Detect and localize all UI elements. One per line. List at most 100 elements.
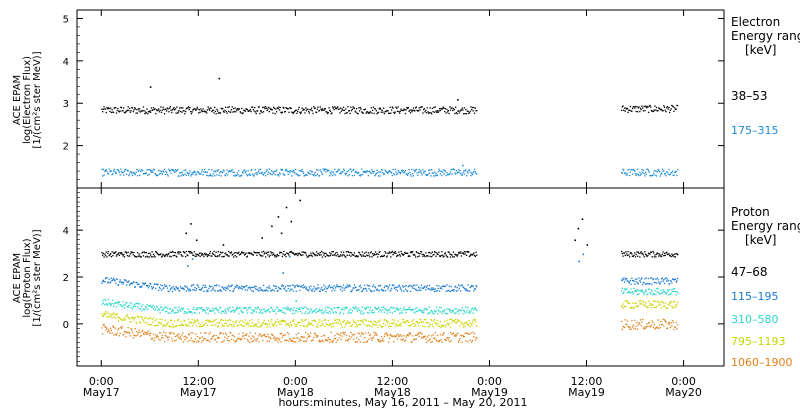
proton-point [635,302,637,304]
proton-point [170,332,172,334]
proton-point [354,286,356,289]
proton-point [673,279,675,281]
proton-point [177,318,179,321]
proton-point [393,287,396,289]
proton-point [148,285,150,287]
proton-point [252,309,254,312]
proton-point [252,290,254,293]
electron-point [672,106,674,108]
electron-point [153,169,155,171]
proton-point [327,337,329,339]
proton-point [115,251,117,253]
proton-point [656,291,658,293]
proton-point [361,319,363,322]
proton-point [205,253,207,255]
proton-point [219,289,221,292]
proton-point [257,252,259,254]
electron-point [347,175,349,177]
electron-point [457,171,459,173]
electron-point [437,171,439,173]
proton-point [182,287,185,289]
proton-point [167,253,169,255]
proton-point [174,320,176,322]
proton-point [302,307,304,310]
proton-point [410,309,412,312]
electron-point [327,169,329,172]
electron-point [145,112,147,114]
electron-point [181,111,183,113]
electron-point [654,105,656,107]
electron-point [214,175,216,177]
proton-point [654,282,656,284]
proton-point [291,324,293,326]
proton-point [114,280,116,282]
proton-point [202,339,204,342]
proton-point [387,310,389,312]
electron-point [165,170,167,173]
proton-point [163,324,166,327]
electron-point [645,107,647,109]
electron-point [195,173,198,175]
proton-point [642,292,645,294]
electron-point [237,109,239,111]
electron-point [315,111,317,113]
proton-point [439,287,441,289]
proton-point [302,336,304,338]
proton-point [337,339,339,341]
proton-point [147,333,149,335]
proton-point [185,255,187,258]
proton-point [436,340,438,342]
proton-point [300,254,302,256]
proton-point [253,286,255,288]
proton-point [659,326,661,329]
electron-point [303,175,305,177]
electron-point [287,108,289,110]
proton-point [459,285,461,287]
electron-point [448,173,450,176]
proton-point [185,312,187,314]
proton-point [162,288,164,290]
proton-point [393,307,395,309]
proton-point [220,252,222,254]
proton-point [147,324,150,326]
proton-point [155,287,157,289]
electron-point [677,169,679,171]
proton-point [359,341,361,343]
electron-point [174,171,176,173]
proton-point [345,286,347,288]
proton-point [120,282,123,284]
proton-point [438,341,440,343]
proton-point [367,320,369,322]
proton-point [671,325,673,327]
electron-point [135,171,137,173]
proton-point [266,286,268,289]
proton-point [189,311,191,313]
proton-point [230,338,233,340]
proton-point [109,315,111,317]
proton-point [257,307,260,309]
electron-point [640,108,642,111]
electron-point [267,173,269,175]
proton-point [232,334,234,337]
proton-point [234,286,236,288]
electron-point [170,172,172,174]
proton-point [353,307,355,310]
proton-point [343,289,345,291]
proton-point [653,293,655,295]
proton-point [102,280,104,283]
proton-point [396,334,398,336]
proton-point [648,288,650,290]
electron-point [261,171,263,173]
electron-point [371,112,373,114]
proton-point [196,308,198,311]
proton-point [419,253,421,255]
proton-point [290,324,292,326]
electron-point [452,107,455,110]
proton-point [166,336,169,339]
proton-outlier-point [187,265,189,267]
proton-point [285,256,287,258]
proton-point [193,254,195,256]
electron-point [452,168,454,170]
proton-point [470,286,472,288]
proton-point [298,308,300,310]
